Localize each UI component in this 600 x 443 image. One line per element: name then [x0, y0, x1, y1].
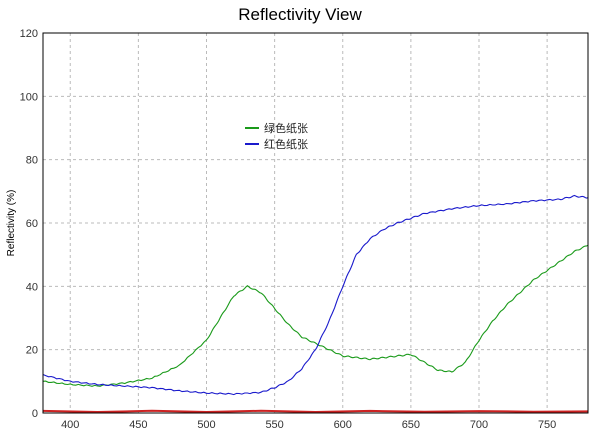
- y-tick-label: 100: [20, 91, 38, 103]
- y-tick-label: 120: [20, 28, 38, 40]
- y-tick-label: 60: [26, 218, 38, 230]
- chart-title: Reflectivity View: [238, 5, 362, 24]
- x-tick-label: 650: [402, 419, 420, 431]
- x-tick-label: 750: [538, 419, 556, 431]
- y-tick-label: 0: [32, 408, 38, 420]
- legend-label: 红色纸张: [264, 137, 308, 151]
- x-tick-label: 400: [61, 419, 79, 431]
- x-tick-label: 700: [470, 419, 488, 431]
- plot-frame: [42, 32, 589, 414]
- legend-label: 绿色纸张: [264, 121, 308, 135]
- series-line-2: [42, 409, 589, 414]
- series-line-0: [42, 244, 589, 387]
- x-tick-label: 600: [334, 419, 352, 431]
- x-tick-label: 450: [129, 419, 147, 431]
- x-tick-label: 500: [197, 419, 215, 431]
- y-tick-label: 80: [26, 155, 38, 167]
- y-tick-label: 40: [26, 281, 38, 293]
- y-tick-label: 20: [26, 345, 38, 357]
- y-axis-label: Reflectivity (%): [6, 190, 17, 257]
- x-tick-label: 550: [265, 419, 283, 431]
- series-line-1: [42, 194, 589, 396]
